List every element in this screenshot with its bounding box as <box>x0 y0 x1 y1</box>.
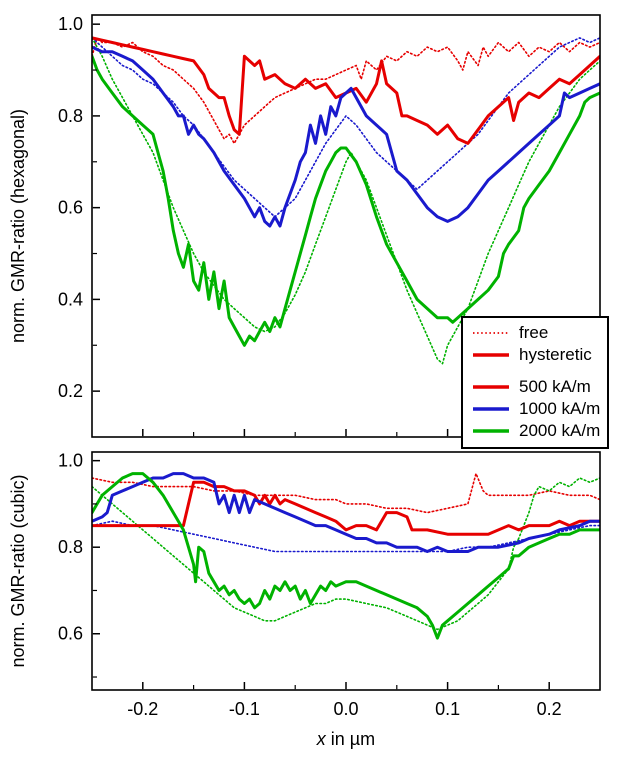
y-tick-label-cubic: 0.6 <box>58 624 83 644</box>
legend: free hysteretic 500 kA/m 1000 kA/m 2000 kA/m <box>461 316 609 449</box>
x-tick-label: 0.0 <box>333 699 358 719</box>
series-hexagonal-hyst-500 <box>92 36 600 145</box>
series-cubic-hyst-2000 <box>92 472 600 640</box>
y-tick-label-hexagonal: 0.6 <box>58 198 83 218</box>
y-axis-label-cubic: norm. GMR-ratio (cubic) <box>8 474 28 667</box>
legend-item-1000-ka-m: 1000 kA/m <box>471 398 601 420</box>
y-tick-label-hexagonal: 0.8 <box>58 106 83 126</box>
y-tick-label-cubic: 1.0 <box>58 451 83 471</box>
series-cubic-hyst-1000 <box>92 472 600 553</box>
panel-frame-cubic <box>91 451 601 691</box>
y-tick-label-hexagonal: 1.0 <box>58 14 83 34</box>
legend-item-2000-ka-m: 2000 kA/m <box>471 420 601 442</box>
legend-item-hysteretic: hysteretic <box>471 344 601 366</box>
panel-hexagonal <box>92 36 600 365</box>
legend-line-sample <box>473 385 509 389</box>
series-hexagonal-hyst-1000 <box>92 45 600 228</box>
series-cubic-free-2000 <box>92 477 600 631</box>
x-tick-label: 0.2 <box>537 699 562 719</box>
x-tick-label: -0.2 <box>127 699 158 719</box>
series-hexagonal-free-500 <box>92 37 600 145</box>
legend-item-500-ka-m: 500 kA/m <box>471 376 601 398</box>
y-tick-label-hexagonal: 0.2 <box>58 381 83 401</box>
legend-spacer <box>471 366 601 376</box>
legend-item-label: 1000 kA/m <box>519 399 601 418</box>
x-tick-label: 0.1 <box>435 699 460 719</box>
x-tick-label: -0.1 <box>229 699 260 719</box>
y-tick-label-hexagonal: 0.4 <box>58 289 83 309</box>
series-hexagonal-free-2000 <box>92 37 600 365</box>
legend-line-sample <box>473 429 509 433</box>
legend-line-sample <box>473 353 509 357</box>
y-axis-label-hexagonal: norm. GMR-ratio (hexagonal) <box>8 109 28 343</box>
series-hexagonal-hyst-2000 <box>92 54 600 347</box>
legend-item-free: free <box>471 322 601 344</box>
x-axis-label: x in µm <box>316 729 375 749</box>
series-cubic-free-500 <box>92 472 600 514</box>
legend-item-label: 500 kA/m <box>519 377 591 396</box>
legend-item-label: hysteretic <box>519 345 592 364</box>
legend-item-label: 2000 kA/m <box>519 421 601 440</box>
legend-line-sample <box>473 332 509 334</box>
panel-frame-hexagonal <box>91 14 601 438</box>
series-hexagonal-free-1000 <box>92 37 600 218</box>
panel-cubic <box>92 472 600 640</box>
series-cubic-hyst-500 <box>92 480 600 536</box>
legend-line-sample <box>473 407 509 411</box>
legend-item-label: free <box>519 323 549 342</box>
y-tick-label-cubic: 0.8 <box>58 537 83 557</box>
